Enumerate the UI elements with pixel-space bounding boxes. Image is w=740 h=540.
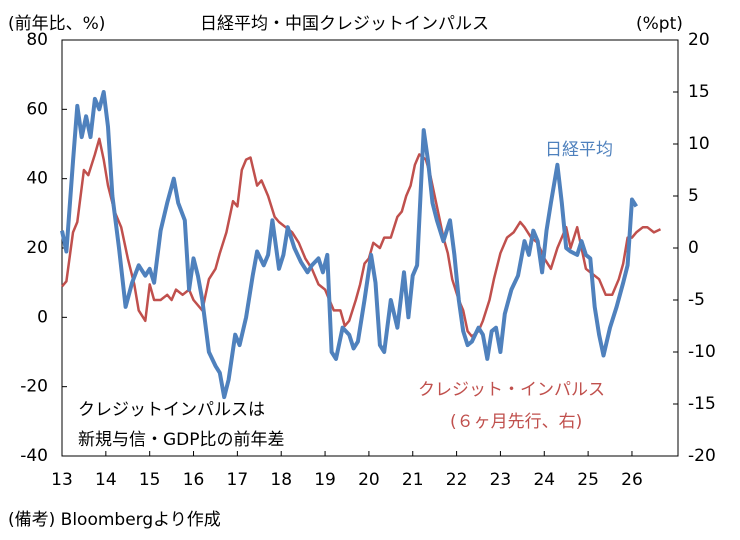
y-axis-label: (前年比、%) [8, 14, 105, 34]
y2-tick-label: -20 [688, 446, 716, 466]
y2-tick-label: -15 [688, 394, 716, 414]
y2-tick-label: 15 [688, 82, 710, 102]
x-tick-label: 24 [533, 470, 555, 490]
series-label: クレジット・インパルス [418, 380, 605, 400]
x-tick-label: 15 [139, 470, 161, 490]
y2-axis-label: (%pt) [636, 14, 683, 34]
annotation: (６ヶ月先行、右) [450, 412, 582, 432]
y-tick-label: 20 [26, 238, 48, 258]
x-tick-label: 26 [621, 470, 643, 490]
x-tick-label: 13 [51, 470, 73, 490]
x-tick-label: 25 [577, 470, 599, 490]
x-tick-label: 20 [358, 470, 380, 490]
y-tick-label: 80 [26, 30, 48, 50]
x-tick-label: 22 [446, 470, 468, 490]
y2-tick-label: 10 [688, 134, 710, 154]
y-tick-label: -20 [20, 377, 48, 397]
series-line [60, 90, 638, 400]
y2-tick-label: -10 [688, 342, 716, 362]
x-tick-label: 16 [183, 470, 205, 490]
x-tick-label: 18 [270, 470, 292, 490]
footnote: (備考) Bloombergより作成 [8, 510, 221, 530]
y-tick-label: 40 [26, 169, 48, 189]
x-tick-label: 17 [227, 470, 249, 490]
series-label: 日経平均 [545, 140, 613, 160]
y-tick-label: 0 [37, 307, 48, 327]
y2-tick-label: 5 [688, 186, 699, 206]
annotation: クレジットインパルスは [78, 400, 265, 420]
y2-tick-label: 20 [688, 30, 710, 50]
y2-tick-label: -5 [688, 290, 705, 310]
y2-tick-label: 0 [688, 238, 699, 258]
series-line [61, 137, 662, 338]
annotation: 新規与信・GDP比の前年差 [78, 430, 285, 450]
x-tick-label: 23 [490, 470, 512, 490]
x-tick-label: 14 [95, 470, 117, 490]
y-tick-label: 60 [26, 99, 48, 119]
y-tick-label: -40 [20, 446, 48, 466]
x-tick-label: 19 [314, 470, 336, 490]
chart-title: 日経平均・中国クレジットインパルス [200, 14, 489, 34]
x-tick-label: 21 [402, 470, 424, 490]
